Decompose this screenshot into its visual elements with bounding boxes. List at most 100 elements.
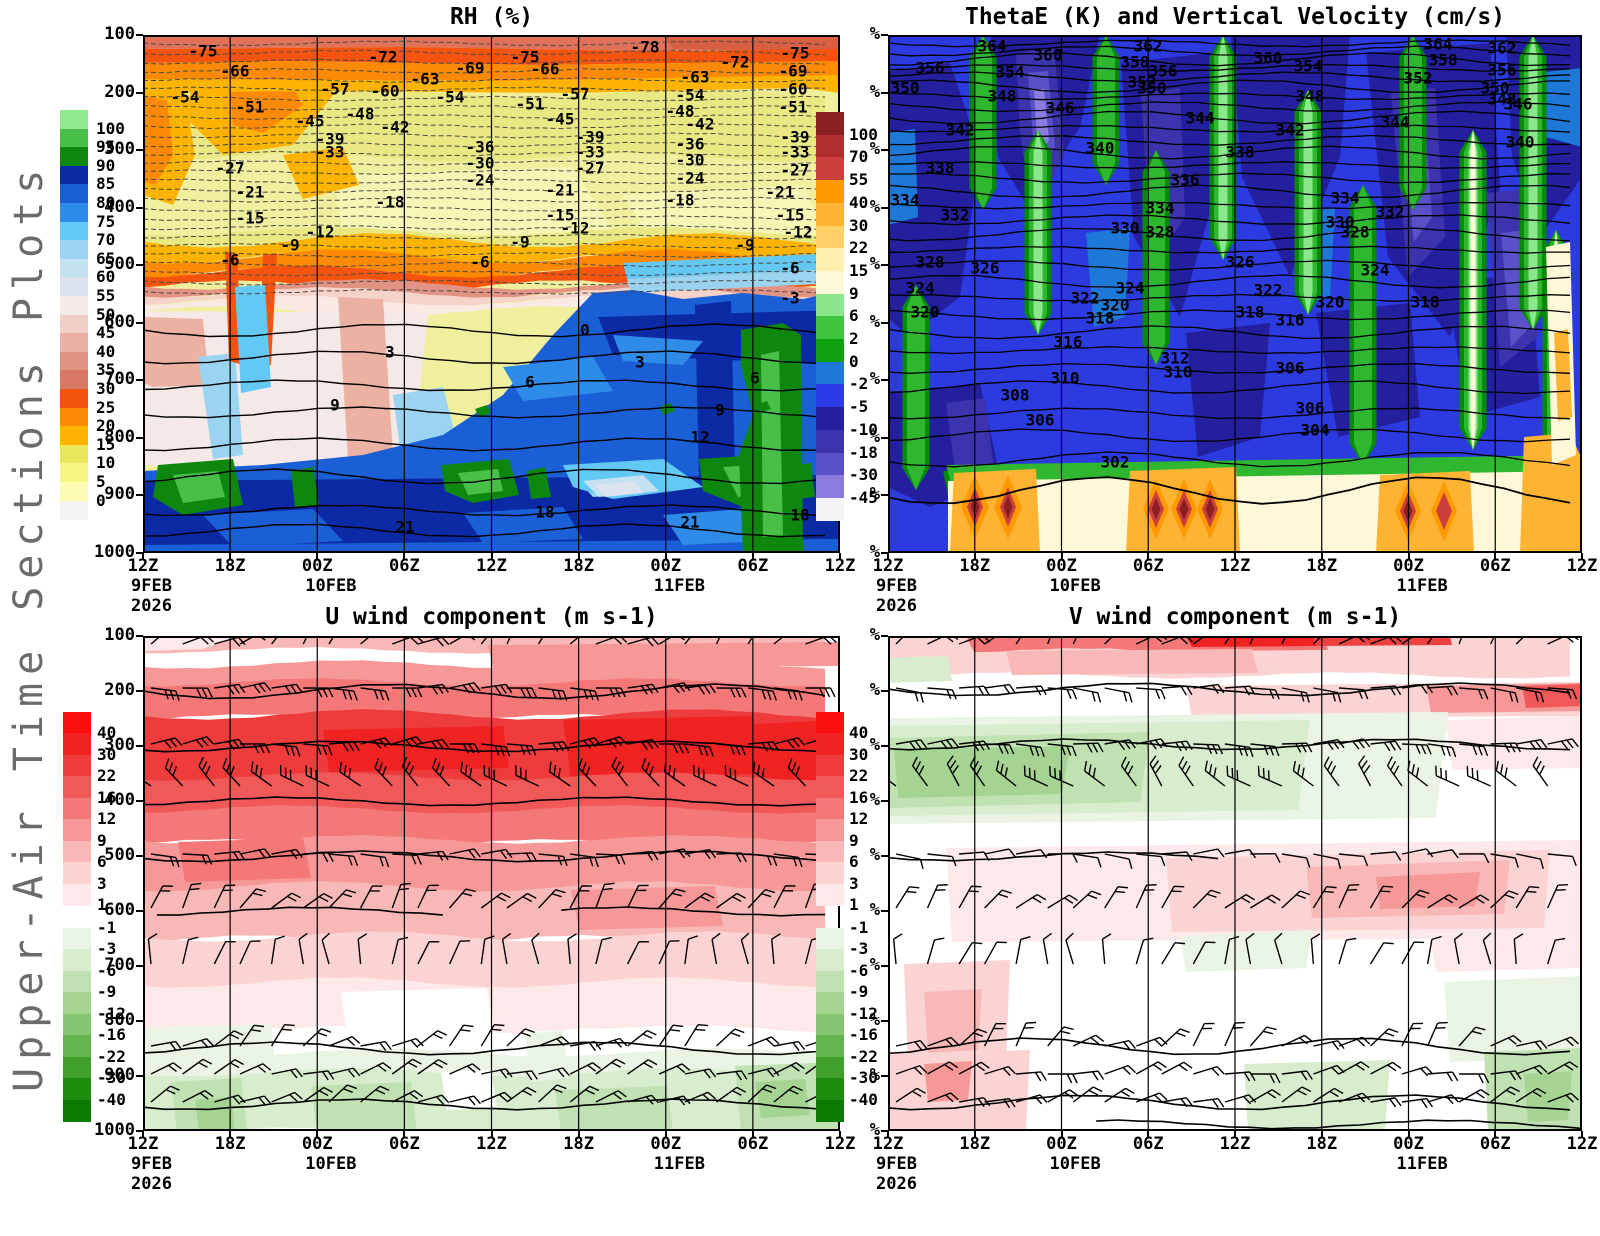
- date-label: 10FEB: [305, 576, 357, 596]
- contour-value-label: -27: [215, 158, 245, 178]
- time-tick-label: 00Z: [301, 556, 333, 576]
- y-tick-mark: [881, 91, 888, 94]
- y-tick-mark: [136, 965, 143, 967]
- percent-tick-label: %: [869, 1010, 880, 1030]
- contour-value-label: 350: [1137, 78, 1167, 98]
- thetae-plot: [888, 35, 1582, 553]
- contour-value-label: 352: [1403, 68, 1433, 88]
- y-tick-mark: [881, 910, 888, 912]
- v-colorbar-swatch: [816, 1078, 844, 1101]
- u-colorbar-label: 9: [97, 830, 107, 850]
- v-colorbar-label: -1: [849, 918, 869, 937]
- v-colorbar-label: -6: [849, 960, 869, 980]
- contour-value-label: -45: [295, 111, 325, 131]
- rh-colorbar-swatch: [60, 389, 88, 409]
- y-tick-mark: [136, 321, 143, 324]
- contour-value-label: 346: [1045, 98, 1075, 118]
- thetae-colorbar-label: 2: [849, 329, 859, 348]
- time-tick-label: 18Z: [1306, 556, 1338, 576]
- time-tick-label: 18Z: [1306, 1134, 1338, 1154]
- u-colorbar-label: 16: [97, 787, 117, 807]
- pressure-tick-label: 300: [104, 735, 135, 755]
- rh-colorbar-swatch: [60, 203, 88, 223]
- thetae-colorbar-swatch: [816, 452, 844, 476]
- time-tick-label: 00Z: [650, 556, 682, 576]
- contour-value-label: -75: [510, 47, 540, 67]
- v-colorbar-swatch: [816, 949, 844, 972]
- pressure-tick-label: 700: [104, 369, 135, 390]
- thetae-colorbar-swatch: [816, 180, 844, 204]
- x-tick-mark: [142, 553, 144, 559]
- contour-value-label: 322: [1070, 288, 1100, 308]
- contour-value-label: 318: [1235, 302, 1265, 322]
- contour-value-label: -9: [280, 235, 300, 255]
- contour-value-label: 330: [1325, 212, 1355, 232]
- pressure-tick-label: 1000: [94, 1120, 135, 1140]
- time-tick-label: 18Z: [959, 1134, 991, 1154]
- time-tick-label: 18Z: [563, 1134, 594, 1154]
- percent-tick-label: %: [869, 484, 880, 505]
- x-tick-mark: [490, 553, 493, 559]
- contour-value-label: -66: [530, 59, 560, 79]
- u-colorbar-label: 30: [97, 744, 117, 764]
- percent-tick-label: %: [869, 311, 880, 332]
- u-colorbar-swatch: [63, 992, 91, 1015]
- contour-value-label: -42: [380, 117, 410, 137]
- pressure-tick-label: 100: [104, 24, 135, 44]
- time-tick-label: 06Z: [389, 556, 420, 576]
- rh-colorbar-swatch: [60, 258, 88, 278]
- contour-value-label: 338: [1225, 142, 1255, 162]
- thetae-colorbar-swatch: [816, 339, 844, 363]
- thetae-colorbar-label: 100: [849, 124, 878, 144]
- date-label: 11FEB: [653, 1154, 705, 1174]
- x-tick-mark: [1060, 553, 1063, 559]
- y-tick-mark: [136, 1020, 143, 1022]
- v-colorbar-swatch: [816, 797, 844, 820]
- thetae-colorbar-label: -10: [849, 419, 878, 439]
- contour-value-label: 332: [940, 205, 970, 225]
- x-tick-mark: [1320, 1131, 1323, 1137]
- contour-value-label: -18: [375, 192, 405, 212]
- contour-value-label: 21: [395, 517, 415, 537]
- thetae-colorbar-label: 70: [849, 147, 869, 167]
- percent-tick-label: %: [869, 369, 880, 390]
- contour-value-label: -42: [685, 114, 715, 134]
- contour-value-label: -21: [765, 182, 795, 202]
- thetae-colorbar-label: 6: [849, 306, 859, 326]
- rh-colorbar-label: 95: [96, 137, 116, 157]
- percent-tick-label: %: [869, 81, 880, 102]
- x-tick-mark: [751, 553, 754, 559]
- contour-value-label: 9: [715, 400, 725, 420]
- y-tick-mark: [881, 34, 888, 36]
- v-colorbar-label: -22: [849, 1046, 878, 1066]
- contour-value-label: 3: [385, 342, 395, 362]
- v-colorbar-swatch: [816, 992, 844, 1015]
- v-colorbar-swatch: [816, 1035, 844, 1058]
- contour-value-label: 12: [690, 427, 710, 447]
- x-tick-mark: [1147, 1131, 1150, 1137]
- contour-value-label: 352: [1127, 72, 1157, 92]
- thetae-colorbar-swatch: [816, 157, 844, 181]
- contour-value-label: -6: [780, 258, 800, 278]
- contour-value-label: -21: [235, 182, 265, 202]
- date-label: 11FEB: [653, 576, 705, 596]
- thetae-colorbar-swatch: [816, 293, 844, 317]
- date-label: 10FEB: [1049, 1154, 1101, 1174]
- rh-colorbar-swatch: [60, 147, 88, 167]
- percent-tick-label: %: [869, 680, 880, 700]
- contour-value-label: -30: [675, 150, 705, 170]
- x-tick-mark: [490, 1131, 493, 1137]
- thetae-colorbar-swatch: [816, 497, 844, 522]
- x-tick-mark: [1407, 1131, 1410, 1137]
- x-tick-mark: [664, 1131, 667, 1137]
- pressure-tick-label: 400: [104, 196, 135, 217]
- y-tick-mark: [136, 206, 143, 209]
- y-tick-mark: [136, 436, 143, 439]
- contour-value-label: 336: [1170, 170, 1200, 190]
- contour-value-label: 320: [1100, 295, 1130, 315]
- contour-value-label: -12: [305, 222, 335, 242]
- v-colorbar-label: 3: [849, 873, 859, 893]
- time-tick-label: 00Z: [1046, 1134, 1077, 1154]
- contour-value-label: -75: [188, 41, 218, 61]
